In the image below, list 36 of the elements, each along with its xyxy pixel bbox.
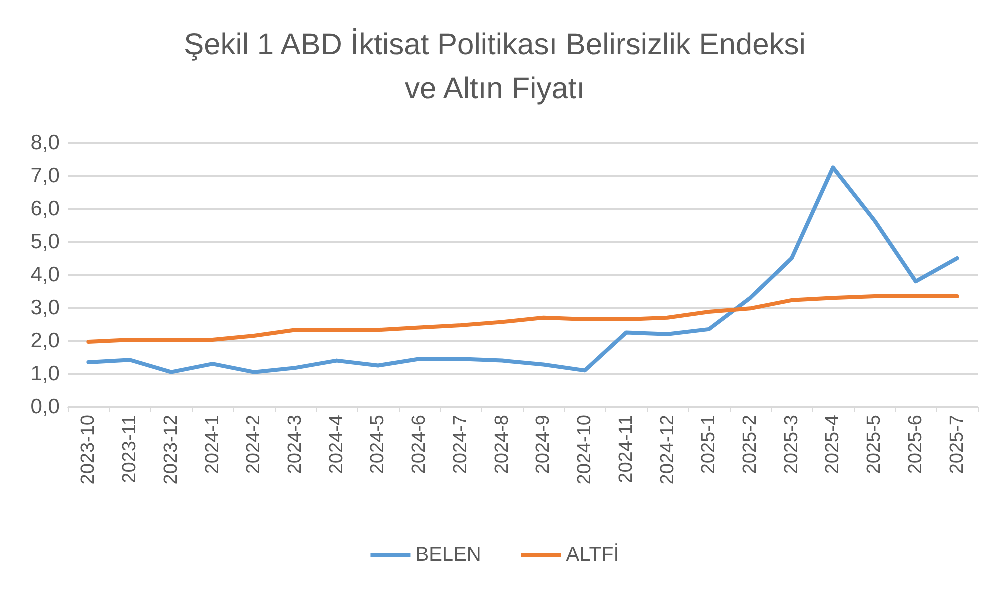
chart-title: Şekil 1 ABD İktisat Politikası Belirsizlik Endeksi ve Altın Fiyatı	[184, 28, 806, 106]
x-tick-label: 2024-3	[285, 415, 306, 474]
x-tick-label: 2024-8	[492, 415, 513, 474]
x-tick-label: 2024-10	[574, 415, 596, 485]
x-tick-label: 2025-7	[946, 415, 968, 474]
x-tick-label: 2024-7	[450, 415, 472, 474]
x-tick-label: 2024-5	[368, 415, 389, 474]
legend-label: ALTFİ	[566, 543, 620, 566]
x-tick-label: 2024-2	[244, 415, 265, 474]
y-tick-label: 5,0	[30, 230, 60, 254]
y-tick-label: 2,0	[30, 330, 60, 352]
x-tick-label: 2023-11	[120, 415, 141, 484]
x-tick-label: 2024-1	[202, 415, 224, 474]
legend-label: BELEN	[416, 544, 482, 566]
y-tick-label: 0,0	[30, 396, 60, 418]
y-tick-label: 1,0	[30, 362, 60, 386]
y-tick-label: 7,0	[30, 164, 60, 188]
x-tick-label: 2025-2	[740, 415, 761, 474]
line-series	[86, 294, 960, 344]
x-tick-label: 2024-11	[616, 415, 637, 484]
x-tick-label: 2025-3	[781, 415, 802, 474]
x-tick-label: 2025-6	[905, 415, 926, 474]
x-tick-label: 2024-4	[326, 414, 348, 474]
x-tick-label: 2024-6	[409, 415, 430, 474]
y-tick-label: 4,0	[30, 264, 60, 286]
x-tick-label: 2023-12	[160, 415, 182, 485]
x-tick-label: 2025-4	[822, 414, 844, 474]
y-tick-label: 8,0	[30, 132, 60, 154]
y-tick-label: 6,0	[30, 198, 60, 220]
x-tick-label: 2024-9	[533, 415, 554, 474]
x-tick-label: 2023-10	[78, 415, 100, 485]
y-tick-label: 3,0	[30, 296, 60, 320]
x-tick-label: 2025-5	[864, 415, 886, 474]
line-series	[86, 166, 960, 374]
x-tick-label: 2025-1	[698, 415, 720, 474]
x-tick-label: 2024-12	[657, 415, 678, 485]
